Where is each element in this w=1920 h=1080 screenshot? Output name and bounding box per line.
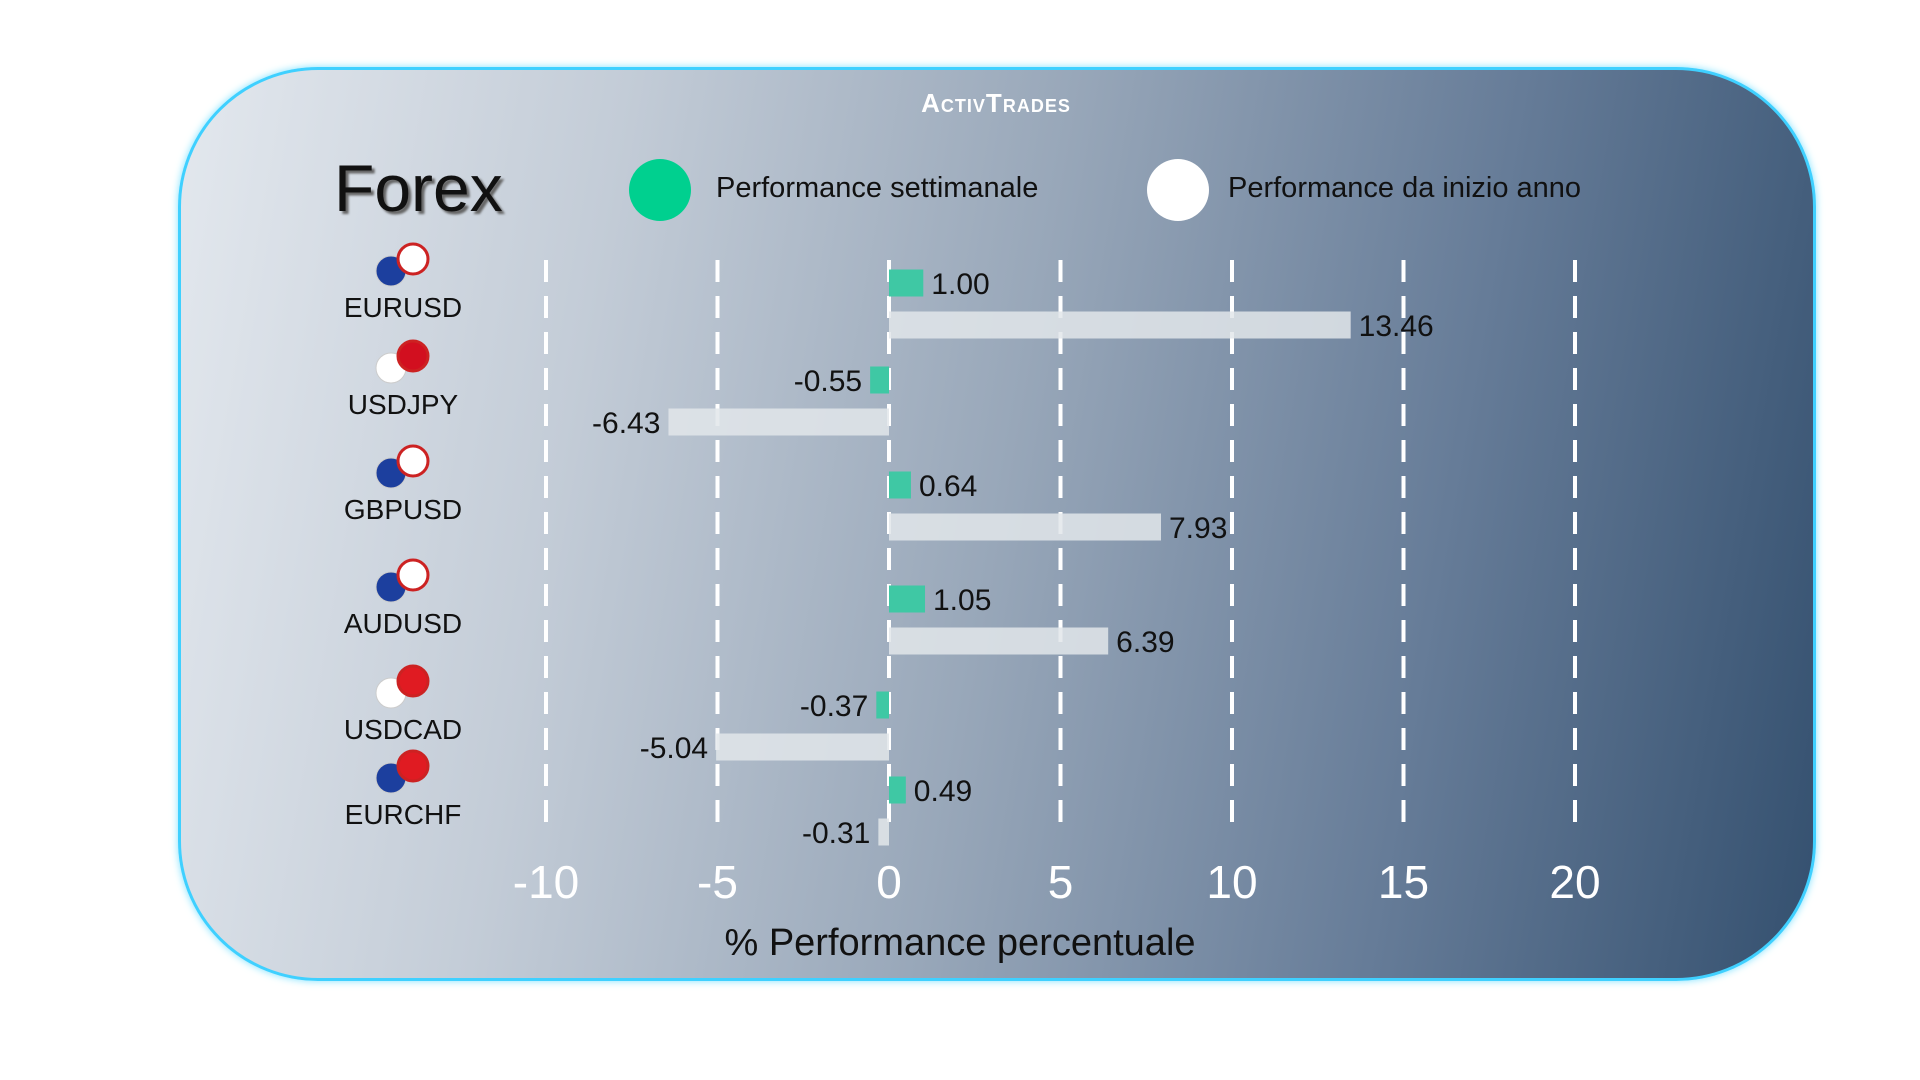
ytd-value-label: 13.46	[1359, 310, 1434, 343]
legend-ytd-label: Performance da inizio anno	[1228, 172, 1582, 204]
x-tick-label: 0	[876, 856, 902, 908]
currency-flag-icon	[396, 749, 430, 783]
weekly-value-label: 0.49	[914, 775, 972, 808]
weekly-value-label: 1.00	[931, 268, 989, 301]
currency-flag-icon	[396, 242, 430, 276]
x-tick-label: 15	[1378, 856, 1429, 908]
weekly-bar	[889, 776, 906, 804]
category-label: USDCAD	[344, 714, 462, 745]
x-tick-label: 20	[1549, 856, 1600, 908]
currency-flag-icon	[396, 558, 430, 592]
category-label: EURCHF	[345, 799, 462, 830]
currency-flag-icon	[396, 444, 430, 478]
weekly-value-label: -0.37	[800, 690, 868, 723]
ytd-bar	[889, 627, 1109, 655]
x-tick-label: -5	[697, 856, 738, 908]
category-label: EURUSD	[344, 292, 462, 323]
currency-flag-icon	[396, 339, 430, 373]
x-tick-label: -10	[513, 856, 579, 908]
weekly-bar	[889, 471, 911, 499]
currency-flag-icon	[396, 664, 430, 698]
weekly-bar	[889, 585, 926, 613]
ytd-value-label: -5.04	[640, 732, 708, 765]
ytd-bar	[716, 733, 889, 761]
x-tick-label: 5	[1048, 856, 1074, 908]
weekly-bar	[889, 269, 924, 297]
category-label: GBPUSD	[344, 494, 462, 525]
x-axis-label: % Performance percentuale	[724, 922, 1195, 964]
x-tick-label: 10	[1206, 856, 1257, 908]
ytd-value-label: -0.31	[802, 817, 870, 850]
ytd-value-label: 7.93	[1169, 512, 1227, 545]
page-title: Forex	[334, 151, 503, 225]
category-label: USDJPY	[348, 389, 459, 420]
ytd-bar	[668, 408, 889, 436]
weekly-value-label: 0.64	[919, 470, 977, 503]
weekly-value-label: -0.55	[794, 365, 862, 398]
legend-weekly-marker	[629, 159, 691, 221]
ytd-bar	[889, 311, 1351, 339]
ytd-value-label: 6.39	[1116, 626, 1174, 659]
weekly-value-label: 1.05	[933, 584, 991, 617]
ytd-bar	[889, 513, 1161, 541]
legend-weekly-label: Performance settimanale	[716, 172, 1039, 204]
category-label: AUDUSD	[344, 608, 462, 639]
weekly-bar	[870, 366, 889, 394]
weekly-bar	[876, 691, 889, 719]
ytd-value-label: -6.43	[592, 407, 660, 440]
ytd-bar	[878, 818, 889, 846]
brand-logo: ActivTrades	[921, 88, 1071, 118]
legend-ytd-marker	[1147, 159, 1209, 221]
